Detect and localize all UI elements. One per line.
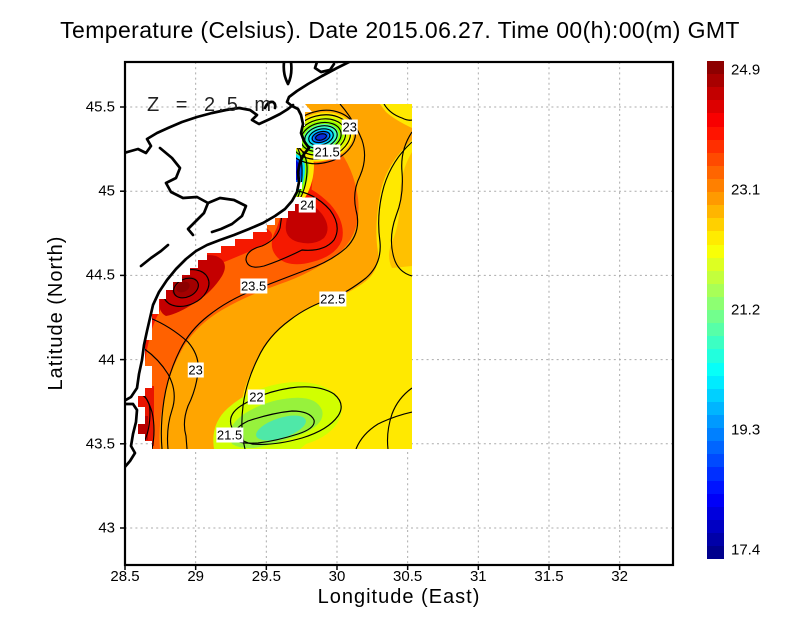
colorbar-step (707, 519, 724, 533)
depth-annotation: Z = 2.5 m (147, 94, 275, 116)
colorbar-step (707, 532, 724, 547)
contour-label-24: 24 (299, 197, 316, 213)
colorbar-step (707, 270, 724, 284)
contour-label-23.5: 23.5 (239, 278, 268, 293)
contour-label-21.5: 21.5 (313, 144, 341, 160)
coastline (125, 62, 351, 469)
colorbar-step (707, 296, 724, 311)
y-tick-label: 43.5 (85, 435, 115, 453)
contour-label-23: 23 (341, 119, 358, 135)
colorbar-step (707, 152, 724, 166)
colorbar-step (707, 467, 724, 481)
colorbar-step (707, 87, 724, 101)
contour-label-22.5: 22.5 (319, 291, 347, 307)
x-tick-label: 30.5 (393, 568, 423, 585)
y-tick-label: 43 (98, 519, 115, 537)
contour-label-23: 23 (187, 362, 204, 378)
colorbar-step (707, 428, 724, 442)
colorbar-step (707, 178, 724, 193)
colorbar-step (707, 546, 724, 560)
colorbar-step (707, 362, 724, 376)
y-axis-title: Latitude (North) (45, 235, 67, 391)
x-tick-label: 30 (328, 568, 346, 585)
colorbar-tick-label: 23.1 (731, 181, 761, 199)
colorbar-step (707, 283, 724, 297)
colorbar-step (707, 218, 724, 232)
contour-label-21.5: 21.5 (215, 427, 244, 443)
colorbar-step (707, 401, 724, 415)
colorbar-step (707, 441, 724, 455)
colorbar-step (707, 205, 724, 219)
colorbar-step (707, 336, 724, 350)
x-tick-label: 29 (187, 568, 204, 585)
x-axis-title: Longitude (East) (317, 586, 481, 608)
colorbar-tick-label: 19.3 (731, 421, 761, 439)
colorbar-step (707, 257, 724, 271)
colorbar-tick-label: 24.9 (731, 61, 761, 79)
plot-title: Temperature (Celsius). Date 2015.06.27. … (60, 17, 740, 43)
colorbar-step (707, 231, 724, 245)
colorbar-step (707, 493, 724, 507)
colorbar-step (707, 414, 724, 429)
colorbar-step (707, 506, 724, 520)
y-tick-label: 44 (98, 351, 115, 369)
colorbar-step (707, 244, 724, 258)
y-tick-label: 44.5 (85, 266, 115, 284)
x-tick-label: 28.5 (110, 568, 140, 585)
colorbar-tick-label: 17.4 (731, 541, 761, 559)
x-tick-label: 32 (611, 568, 628, 585)
colorbar-step (707, 165, 724, 179)
colorbar-step (707, 74, 724, 88)
colorbar (707, 61, 724, 560)
colorbar-step (707, 192, 724, 206)
contour-label-22: 22 (248, 389, 265, 405)
colorbar-step (707, 139, 724, 153)
y-tick-label: 45 (98, 182, 115, 200)
colorbar-step (707, 310, 724, 324)
y-tick-label: 45.5 (85, 98, 115, 116)
tick-marks (120, 106, 621, 570)
colorbar-step (707, 323, 724, 337)
colorbar-step (707, 126, 724, 140)
x-tick-label: 31.5 (534, 568, 564, 585)
colorbar-step (707, 349, 724, 363)
colorbar-step (707, 480, 724, 494)
colorbar-tick-label: 21.2 (731, 301, 761, 319)
plot-frame (123, 60, 675, 567)
x-tick-label: 31 (469, 568, 487, 585)
colorbar-step (707, 100, 724, 114)
colorbar-step (707, 454, 724, 468)
colorbar-step (707, 113, 724, 127)
colorbar-step (707, 61, 724, 75)
colorbar-step (707, 375, 724, 389)
x-tick-label: 29.5 (251, 568, 281, 585)
colorbar-step (707, 388, 724, 402)
